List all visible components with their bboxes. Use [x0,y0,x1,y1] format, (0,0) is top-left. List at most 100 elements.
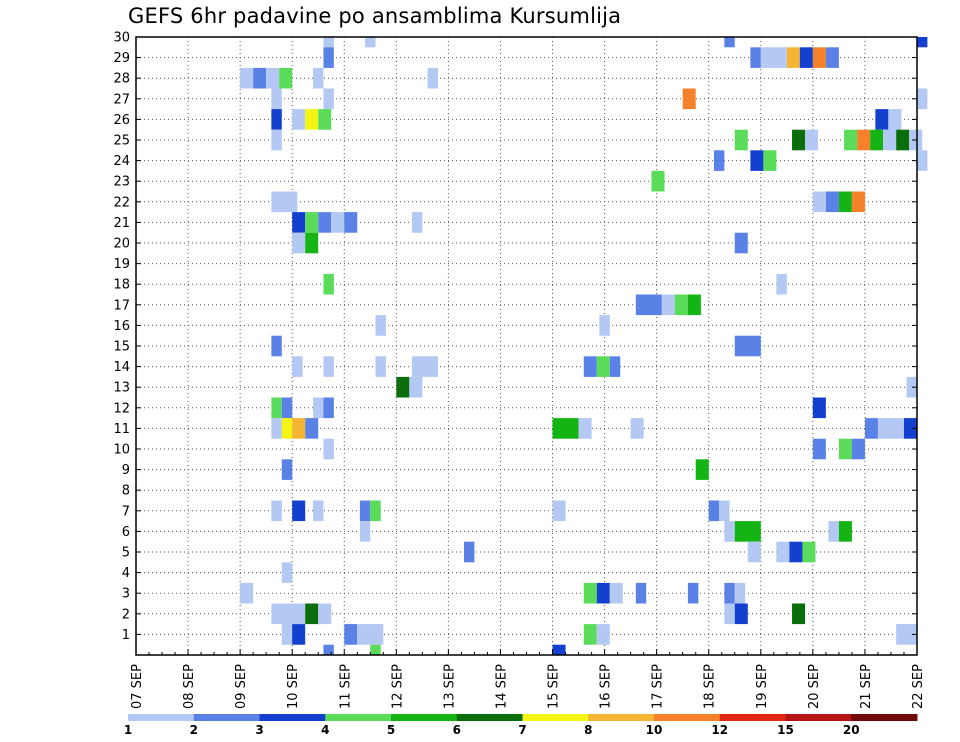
precip-cell [552,644,566,655]
precip-cell [734,232,748,254]
precip-cell [240,582,254,604]
precip-cell [786,47,800,68]
precip-cell [724,521,735,542]
legend-swatch [588,714,655,721]
precip-cell [323,397,334,419]
precip-cell [828,521,839,542]
x-tick-label: 22 SEP [911,664,926,709]
precip-cell [635,582,647,604]
precip-cell [674,294,688,316]
precip-cell [292,109,306,130]
y-axis-labels: 1234567891011121314151617181920212223242… [113,31,130,643]
precip-cell [323,438,334,460]
precip-cell [719,500,730,522]
precip-cell [903,418,917,439]
y-tick-label: 16 [113,319,130,334]
precip-cell [279,67,293,89]
legend-swatch [522,714,589,721]
precip-cell [805,129,819,151]
x-tick-label: 16 SEP [599,664,614,709]
precip-cell [734,129,748,151]
precip-cell [713,150,725,171]
x-tick-label: 07 SEP [130,664,145,709]
precip-cell [318,603,332,625]
precip-cell [825,47,839,68]
precip-cell [323,273,334,295]
precip-cell [802,541,816,563]
precip-cell [838,521,852,542]
legend-label: 8 [584,723,592,737]
precip-cell [281,624,293,645]
y-tick-label: 22 [113,195,130,210]
y-tick-label: 28 [113,72,130,87]
y-tick-label: 1 [122,628,130,643]
x-tick-label: 17 SEP [651,664,666,709]
y-tick-label: 21 [113,216,130,231]
precip-cell [323,644,334,655]
precip-cell [323,37,334,48]
legend-swatch [193,714,260,721]
x-tick-label: 15 SEP [547,664,562,709]
precip-cell [292,603,306,625]
precip-cell [724,37,735,48]
precip-cell [305,232,319,254]
precip-cell [857,129,871,151]
precip-cell [271,109,282,130]
precip-cell [792,603,806,625]
y-tick-label: 24 [113,154,130,169]
precip-cell [318,212,332,233]
chart-title: GEFS 6hr padavine po ansamblima Kursumli… [128,4,622,28]
y-tick-label: 4 [122,566,130,581]
precip-cell [240,67,254,89]
precip-cell [305,603,319,625]
y-tick-label: 27 [113,92,130,107]
precip-cell [357,624,384,645]
precip-cell [292,418,306,439]
precip-cell [682,88,696,110]
precip-cell [323,47,334,68]
precip-cell [776,273,787,295]
precip-cell [271,88,282,110]
precip-cell [583,582,597,604]
precip-cell [687,294,701,316]
precip-cell [271,603,293,625]
precip-cell [661,294,675,316]
legend-label: 3 [255,723,263,737]
precip-cell [799,47,813,68]
precip-cell [917,37,928,48]
precip-cell [734,603,748,625]
precip-cell [370,644,381,655]
precip-cell [747,541,761,563]
precip-cell [281,562,293,583]
precip-cell [305,109,319,130]
x-tick-label: 10 SEP [286,664,301,709]
legend: 1 2 3 4 5 6 7 8 10 12 15 20 [124,714,918,737]
precip-cell [917,150,928,171]
precip-cell [281,459,293,480]
axes [135,36,918,656]
precip-cell [609,582,623,604]
legend-label: 15 [777,723,794,737]
legend-label: 2 [190,723,198,737]
y-tick-label: 18 [113,278,130,293]
legend-swatch [851,714,918,721]
precip-cell [708,500,720,522]
y-tick-label: 13 [113,381,130,396]
precip-cell [812,47,826,68]
y-tick-label: 6 [122,525,130,540]
precip-cell [596,582,610,604]
x-tick-label: 08 SEP [182,664,197,709]
precip-cell [864,418,878,439]
precip-cell [792,129,806,151]
precip-cell [875,109,889,130]
precip-cell [464,541,475,563]
precip-cell [411,212,423,233]
precip-cell [313,67,324,89]
precip-cell [844,129,858,151]
precip-cell [763,150,777,171]
precip-cell [877,418,904,439]
precip-cell [323,88,334,110]
precip-cell [292,232,306,254]
legend-label: 20 [843,723,860,737]
